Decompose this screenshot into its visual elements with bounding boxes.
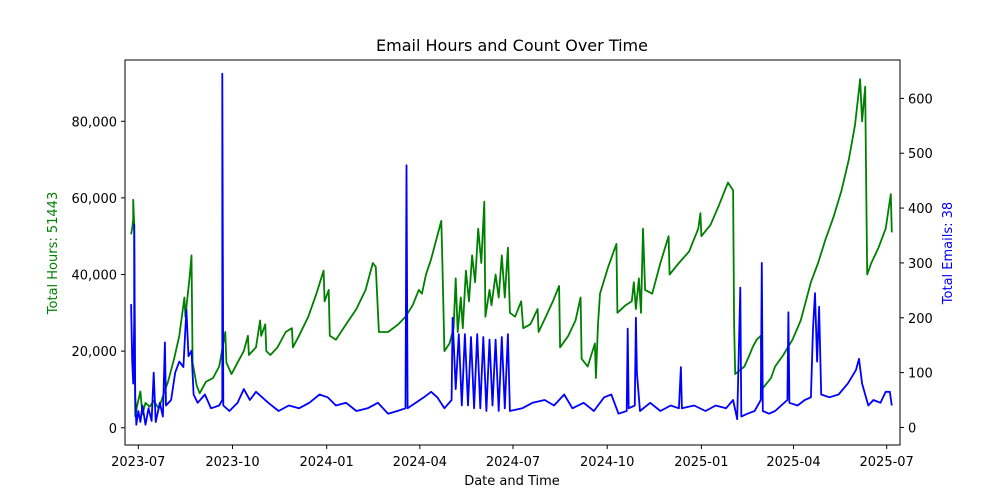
y-right-tick-label: 300: [908, 257, 933, 272]
y-left-tick-label: 20,000: [72, 345, 118, 360]
y-right-axis-label: Total Emails: 38: [941, 202, 956, 305]
x-tick-label: 2025-07: [860, 455, 914, 470]
ticks-layer: 2023-07 2023-10 2024-01 2024-04 2024-07 2024-…: [72, 92, 933, 470]
x-tick-label: 2024-07: [486, 455, 540, 470]
y-left-tick-label: 0: [109, 422, 117, 437]
y-left-tick-label: 60,000: [72, 192, 118, 207]
x-tick-label: 2024-01: [300, 455, 354, 470]
y-left-axis-label: Total Hours: 51443: [46, 192, 61, 315]
x-tick-label: 2025-01: [674, 455, 728, 470]
x-tick-label: 2024-04: [393, 455, 447, 470]
x-tick-label: 2025-04: [766, 455, 820, 470]
y-right-tick-label: 0: [908, 421, 916, 436]
chart-title: Email Hours and Count Over Time: [376, 36, 648, 55]
x-tick-label: 2024-10: [580, 455, 634, 470]
y-right-tick-label: 200: [908, 312, 933, 327]
y-left-tick-label: 80,000: [72, 115, 118, 130]
y-right-tick-label: 600: [908, 92, 933, 107]
y-right-tick-label: 400: [908, 202, 933, 217]
x-tick-label: 2023-10: [205, 455, 259, 470]
y-right-tick-label: 100: [908, 367, 933, 382]
y-left-tick-label: 40,000: [72, 269, 118, 284]
series-total-emails-line: [130, 72, 893, 426]
y-right-tick-label: 500: [908, 147, 933, 162]
series-layer: [130, 72, 893, 426]
plot-frame: [124, 59, 901, 446]
series-total-hours-line: [130, 78, 893, 418]
x-axis-label: Date and Time: [464, 474, 560, 489]
x-tick-label: 2023-07: [111, 455, 165, 470]
